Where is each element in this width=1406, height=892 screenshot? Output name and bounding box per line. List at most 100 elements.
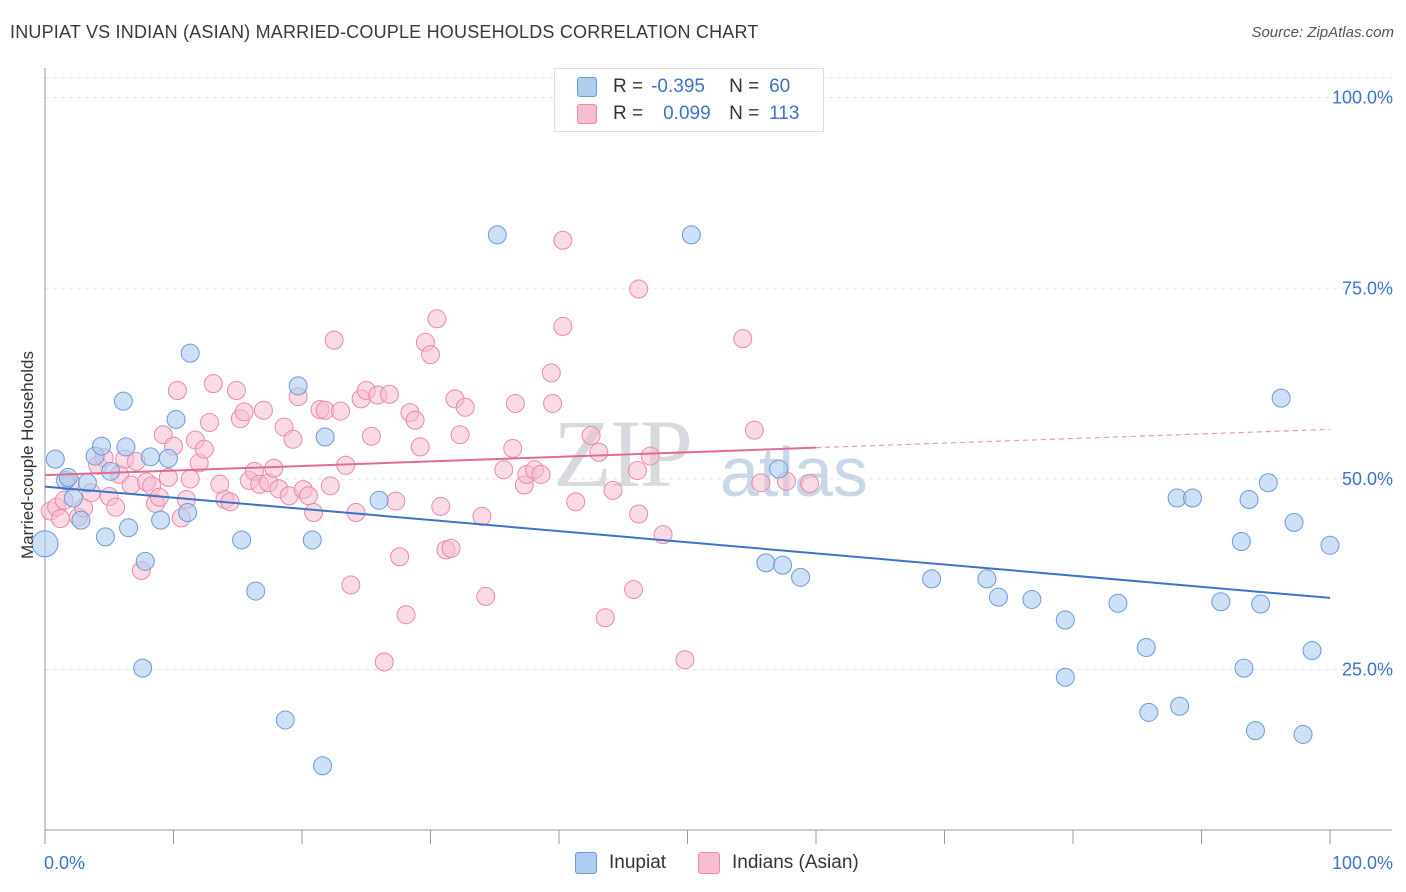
indian-asian-point [627,461,647,481]
inupiat-point [791,567,811,587]
legend-row-indian-asian: R = 0.099 N = 113 [577,102,799,126]
indian-asian-point [304,503,324,523]
indian-asian-point [320,476,340,496]
indian-asian-point [566,492,586,512]
indian-asian-point [431,496,451,516]
indian-asian-point [751,473,771,493]
inupiat-trend-line [44,485,1331,599]
inupiat-point [302,530,322,550]
inupiat-point [1139,702,1159,722]
inupiat-point [166,409,186,429]
series-legend: Inupiat Indians (Asian) [0,850,1406,880]
indian-asian-point [505,393,525,413]
inupiat-point [1055,667,1075,687]
inupiat-point [1284,512,1304,532]
inupiat-point [1320,535,1340,555]
indian-asian-point [341,575,361,595]
indian-asian-point [421,345,440,365]
indian-asian-point [331,401,351,421]
inupiat-point [45,449,65,469]
indian-asian-point [180,469,200,489]
inupiat-point [1234,658,1254,678]
inupiat-point [315,427,335,447]
inupiat-point [988,587,1008,607]
inupiat-point [1183,488,1203,508]
indian-asian-point [234,402,254,422]
inupiat-point [71,510,91,530]
indian-asian-trend-extension [815,428,1331,449]
inupiat-point [1239,490,1259,510]
legend-r-value: -0.395 [651,76,705,97]
indian-asian-point [603,480,623,500]
gridlines [45,77,1392,671]
indian-asian-point [733,329,753,349]
source-label: Source: ZipAtlas.com [1251,24,1394,41]
inupiat-point [116,437,136,457]
inupiat-point [151,510,171,530]
indian-asian-point [50,509,70,529]
inupiat-point [313,756,333,776]
indian-asian-point [589,442,609,462]
inupiat-point [31,530,59,558]
inupiat-points [31,225,1340,776]
inupiat-point [140,447,160,467]
inupiat-point [135,551,155,571]
legend-r-label: R = [613,103,644,124]
tick-labels: 25.0% 50.0% 75.0% 100.0% 0.0% 100.0% [44,88,1393,873]
inupiat-point [1170,696,1190,716]
indian-asian-point [629,279,649,299]
indian-asian-point [194,439,214,459]
y-tick-label: 50.0% [1342,469,1393,489]
y-tick-label: 100.0% [1332,88,1393,108]
indian-asian-point [553,230,573,250]
indian-asian-point [253,400,273,420]
indian-asian-point [503,438,523,458]
indian-asian-point [390,547,410,567]
inupiat-point [92,436,112,456]
inupiat-point [275,710,295,730]
inupiat-point [113,391,133,411]
series-legend-inupiat: Inupiat [575,852,666,874]
indian-asian-point [396,605,416,625]
legend-r-value: 0.099 [663,103,711,124]
indian-asian-point [410,437,430,457]
indian-asian-point [800,474,820,494]
inupiat-point [773,555,793,575]
series-label-indian-asian: Indians (Asian) [732,852,859,873]
series-legend-indian-asian: Indians (Asian) [698,852,859,874]
inupiat-point [1108,593,1128,613]
indian-asian-point [553,316,573,336]
legend-n-label: N = [729,76,760,97]
indian-asian-point [624,580,644,600]
inupiat-point [133,658,153,678]
legend-swatch-inupiat [577,77,597,97]
y-axis-label: Married-couple Households [18,351,37,559]
indian-asian-point [226,380,246,400]
y-tick-label: 25.0% [1342,660,1393,680]
legend-r-label: R = [613,76,644,97]
inupiat-point [1136,638,1156,658]
indian-asian-point [541,363,561,383]
inupiat-point [922,569,942,589]
inupiat-point [681,225,701,245]
inupiat-point [1055,610,1075,630]
indian-asian-point [744,420,764,440]
indian-asian-point [405,410,425,430]
indian-asian-point [298,486,318,506]
inupiat-point [158,448,178,468]
chart-title: INUPIAT VS INDIAN (ASIAN) MARRIED-COUPLE… [10,22,759,42]
indian-asian-point [121,475,141,495]
indian-asian-point [494,460,514,480]
series-label-inupiat: Inupiat [609,852,667,873]
inupiat-point [756,553,776,573]
indian-asian-point [543,393,563,413]
inupiat-point [95,527,115,547]
inupiat-point [232,530,252,550]
indian-asian-point [283,429,303,449]
y-tick-label: 75.0% [1342,278,1393,298]
inupiat-point [1022,589,1042,609]
indian-asian-point [203,374,223,394]
inupiat-point [1251,594,1271,614]
indian-asian-point [427,309,447,329]
